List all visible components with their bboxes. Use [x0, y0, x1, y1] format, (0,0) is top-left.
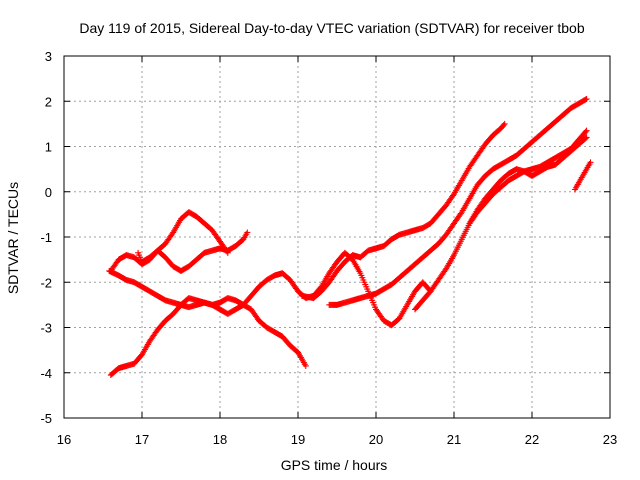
y-tick-label: -5 — [40, 411, 52, 426]
series-track-7 — [412, 134, 590, 313]
grid — [64, 56, 610, 418]
y-tick-label: 3 — [45, 49, 52, 64]
x-tick-label: 16 — [57, 432, 71, 447]
x-axis-label: GPS time / hours — [281, 457, 388, 473]
data-point — [302, 362, 309, 369]
chart-title: Day 119 of 2015, Sidereal Day-to-day VTE… — [79, 20, 584, 36]
data-point — [583, 134, 590, 141]
series-track-8 — [466, 127, 590, 227]
data-point — [457, 210, 464, 217]
y-tick-label: -1 — [40, 230, 52, 245]
data-point — [244, 229, 251, 236]
y-tick-label: -4 — [40, 366, 52, 381]
y-tick-label: 0 — [45, 185, 52, 200]
y-tick-label: -3 — [40, 321, 52, 336]
data-series — [106, 95, 594, 379]
x-tick-label: 18 — [213, 432, 227, 447]
data-point — [500, 122, 507, 129]
series-track-1 — [107, 295, 309, 379]
data-point — [223, 248, 230, 255]
data-point — [224, 249, 231, 256]
y-axis-label: SDTVAR / TECUs — [5, 182, 21, 294]
x-tick-label: 22 — [525, 432, 539, 447]
series-track-6 — [326, 95, 590, 308]
x-tick-label: 21 — [447, 432, 461, 447]
data-point — [582, 135, 589, 142]
data-point — [450, 192, 457, 199]
data-point — [169, 230, 176, 237]
data-point — [583, 95, 590, 102]
x-tick-label: 17 — [135, 432, 149, 447]
series-track-9 — [571, 159, 594, 193]
data-point — [583, 127, 590, 134]
x-tick-label: 19 — [291, 432, 305, 447]
data-point — [582, 96, 589, 103]
data-point — [582, 128, 589, 135]
y-tick-label: -2 — [40, 275, 52, 290]
data-point — [442, 267, 449, 274]
series-track-5 — [298, 120, 508, 302]
x-tick-label: 23 — [603, 432, 617, 447]
data-point — [587, 159, 594, 166]
x-tick-label: 20 — [369, 432, 383, 447]
series-track-4 — [135, 209, 231, 265]
y-tick-label: 1 — [45, 140, 52, 155]
data-point — [501, 120, 508, 127]
y-tick-label: 2 — [45, 94, 52, 109]
